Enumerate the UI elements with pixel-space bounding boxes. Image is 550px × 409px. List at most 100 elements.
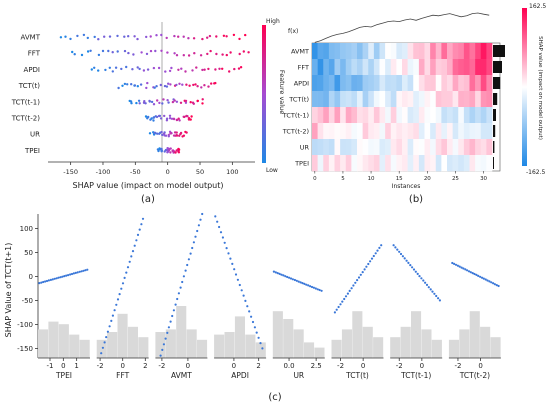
panel-c-point — [123, 276, 126, 279]
panel-a-point — [166, 51, 169, 54]
panel-b-colorbar-label: SHAP value (impact on model output) — [537, 36, 543, 140]
panel-c-point — [111, 314, 114, 317]
panel-a-point — [167, 101, 170, 104]
panel-a-point — [175, 100, 179, 104]
panel-a-xtick-label: -50 — [130, 168, 141, 176]
panel-a-point — [160, 130, 163, 134]
panel-c-hist-bar — [421, 329, 432, 358]
panel-a-point — [244, 33, 247, 37]
panel-c-ytick-label: 50 — [24, 249, 33, 257]
panel-b-importance-bar — [493, 61, 502, 73]
panel-b-cell — [413, 139, 420, 156]
panel-a-point — [131, 68, 134, 71]
panel-c-point — [272, 270, 275, 273]
panel-b-xtick-label: 20 — [424, 176, 431, 182]
panel-a-point — [86, 36, 90, 40]
panel-a-point — [168, 117, 172, 120]
panel-c-point — [78, 270, 81, 273]
panel-a-feature-label: FFT — [28, 50, 41, 58]
panel-b-cell — [402, 43, 408, 60]
panel-b-cell — [328, 155, 335, 172]
panel-b-cell — [418, 107, 425, 124]
panel-c-point — [248, 310, 251, 313]
panel-b-cell — [475, 123, 482, 140]
panel-b-cell — [469, 59, 476, 76]
panel-b-cell — [447, 91, 453, 108]
panel-b-cell — [396, 43, 403, 60]
panel-b-xlabel: Instances — [392, 183, 421, 190]
panel-a-point — [182, 134, 186, 137]
panel-c-point — [380, 244, 383, 247]
panel-b-cell — [385, 155, 392, 172]
panel-b-cell — [452, 139, 459, 156]
panel-c-point — [401, 255, 404, 258]
panel-c-point — [333, 311, 336, 314]
panel-a-point — [133, 84, 137, 87]
panel-c-xlabel: TCT(t-2) — [459, 371, 490, 380]
panel-c-point — [310, 285, 314, 289]
panel-c-point — [278, 272, 281, 275]
panel-c-xlabel: TPEI — [55, 371, 72, 380]
panel-a-point — [169, 151, 172, 154]
panel-c-point — [115, 303, 118, 306]
panel-c-xtick-label: -2 — [97, 362, 104, 370]
panel-a-point — [152, 103, 156, 106]
panel-b-cell — [418, 43, 425, 60]
panel-a-point — [172, 117, 176, 121]
panel-a-point — [155, 115, 159, 119]
panel-b-cell — [385, 107, 392, 124]
panel-c-point — [49, 278, 53, 281]
panel-a-point — [123, 49, 127, 53]
panel-a-point — [145, 86, 148, 90]
panel-c-hist-bar — [411, 311, 422, 358]
panel-a-point — [165, 117, 169, 120]
panel-a-point — [155, 34, 158, 37]
panel-a-point — [167, 148, 171, 152]
panel-c-xtick-label: 0 — [61, 362, 65, 370]
panel-b-cell — [402, 59, 408, 76]
panel-b-cell — [413, 91, 420, 108]
panel-b-cell — [340, 155, 347, 172]
panel-a-point — [155, 85, 158, 88]
panel-a-point — [158, 132, 161, 135]
panel-c-point — [138, 228, 141, 231]
panel-c-hist-bar — [38, 329, 49, 358]
panel-b-cell — [407, 155, 414, 172]
panel-c-point — [486, 279, 489, 282]
panel-b-cell — [312, 155, 318, 172]
panel-b-cell — [458, 59, 465, 76]
panel-a-point — [184, 70, 187, 73]
panel-c-hist-bar — [138, 337, 149, 358]
panel-c-xtick-label: 0 — [120, 362, 124, 370]
panel-a-point — [166, 151, 169, 154]
panel-c-point — [297, 280, 300, 283]
panel-a-point — [170, 66, 173, 70]
panel-c-point — [346, 292, 349, 295]
panel-b-cell — [475, 43, 482, 60]
panel-c-point — [291, 278, 294, 281]
panel-a-point — [163, 114, 166, 118]
panel-b-cell — [312, 139, 318, 156]
panel-b-cell — [441, 107, 448, 124]
panel-a-point — [165, 36, 168, 40]
panel-b-cell — [435, 75, 442, 92]
panel-b-cell — [396, 75, 403, 92]
panel-a-point — [225, 53, 228, 57]
panel-a-point — [206, 52, 209, 56]
panel-a-point — [143, 100, 146, 103]
panel-c-hist-bar — [79, 339, 90, 358]
panel-b-cell — [424, 123, 431, 140]
panel-c-xtick-label: 0 — [478, 362, 482, 370]
panel-c-point — [403, 257, 406, 260]
panel-b-cell — [475, 107, 482, 124]
panel-b-cell — [418, 91, 425, 108]
panel-c-point — [350, 287, 353, 290]
panel-b-importance-bar — [493, 77, 501, 89]
panel-a-point — [242, 50, 245, 53]
panel-c-point — [116, 298, 120, 301]
panel-a-point — [163, 150, 166, 153]
panel-label-b: (b) — [409, 194, 423, 205]
panel-a-xtick-label: -150 — [63, 168, 78, 176]
panel-b-cell — [323, 155, 330, 172]
panel-b-cell — [435, 155, 442, 172]
